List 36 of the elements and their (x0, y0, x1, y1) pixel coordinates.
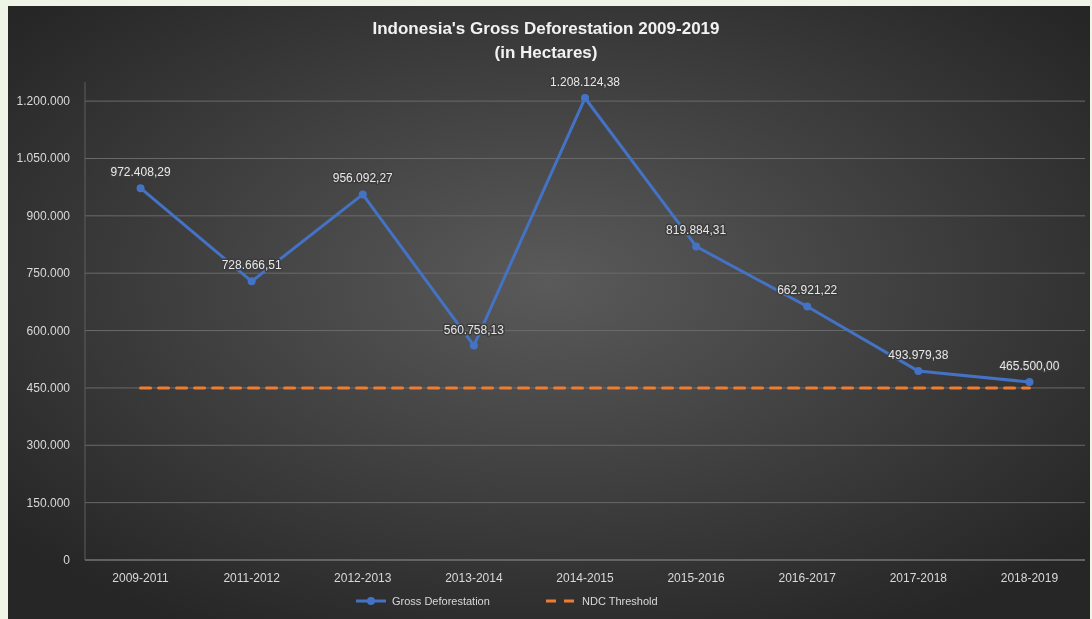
x-tick-label: 2012-2013 (334, 571, 392, 585)
y-tick-label: 600.000 (26, 323, 71, 338)
data-label: 1.208.124,38 (549, 75, 621, 90)
x-tick-label: 2018-2019 (1000, 571, 1059, 585)
data-label: 956.092,27 (332, 171, 394, 186)
x-tick-label: 2013-2014 (445, 571, 503, 585)
x-tick-label: 2014-2015 (556, 571, 615, 585)
y-tick-label: 900.000 (26, 208, 71, 223)
point (692, 242, 701, 251)
y-tick-label: 1.050.000 (16, 151, 71, 166)
y-tick-label: 150.000 (26, 495, 71, 510)
data-label: 465.500,00 (999, 358, 1060, 373)
point (358, 190, 367, 199)
point (469, 341, 478, 350)
y-tick-label: 1.200.000 (16, 94, 71, 109)
x-tick-label: 2015-2016 (667, 571, 726, 585)
x-tick-label: 2009-2011 (112, 571, 170, 585)
x-tick-label: 2017-2018 (889, 571, 948, 585)
y-tick-label: 0 (63, 553, 71, 567)
point (803, 302, 812, 311)
point (581, 94, 589, 103)
y-tick-label: 450.000 (26, 380, 71, 395)
y-tick-label: 750.000 (26, 266, 71, 281)
chart-subtitle: (in Hectares) (494, 43, 598, 62)
point (247, 277, 256, 286)
chart-title: Indonesia's Gross Deforestation 2009-2019 (372, 19, 720, 38)
point (914, 367, 923, 376)
point (1025, 377, 1034, 386)
point (136, 184, 145, 193)
x-tick-label: 2016-2017 (778, 571, 837, 585)
legend-label: Gross Deforestation (392, 595, 490, 607)
legend-label: NDC Threshold (582, 595, 658, 607)
x-tick-label: 2011-2012 (223, 571, 281, 585)
data-label: 662.921,22 (777, 283, 838, 298)
y-tick-label: 300.000 (26, 438, 71, 453)
data-label: 972.408,29 (110, 165, 171, 180)
